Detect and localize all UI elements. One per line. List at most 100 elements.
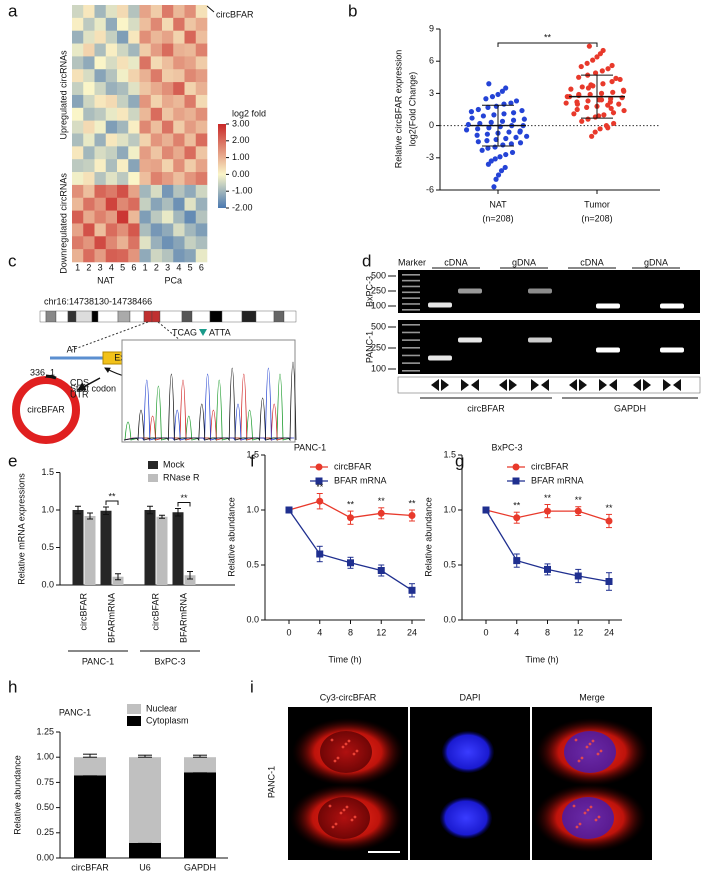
- heat-cell: [94, 17, 107, 31]
- x-tick-label: circBFAR: [71, 862, 109, 872]
- point: [600, 81, 606, 87]
- y-tick-label: 0.50: [36, 802, 54, 812]
- ladder-band: [402, 331, 420, 334]
- point: [510, 117, 517, 123]
- legend-label: Mock: [163, 459, 185, 469]
- point: [587, 91, 593, 98]
- size-marker: 250: [371, 342, 386, 352]
- row-label: PANC-1: [364, 331, 374, 363]
- heat-cell: [83, 30, 95, 44]
- lane-header: gDNA: [644, 257, 668, 267]
- heat-cell: [184, 107, 197, 121]
- significance-bracket: [497, 42, 598, 47]
- heat-cell: [195, 120, 208, 134]
- point: [544, 565, 551, 573]
- heat-cell: [105, 43, 118, 57]
- x-tick-label: GAPDH: [184, 862, 216, 872]
- heat-cell: [195, 30, 208, 44]
- sd-bar: [581, 74, 613, 119]
- speckle: [355, 749, 359, 753]
- heat-cell: [72, 172, 84, 186]
- heat-cell: [195, 236, 208, 250]
- speckle: [580, 756, 584, 760]
- heat-cell: [173, 94, 185, 109]
- y-tick-label: 1.5: [41, 467, 54, 477]
- heat-cell: [83, 120, 95, 134]
- heat-cell: [173, 56, 185, 70]
- band: [458, 337, 482, 343]
- y-label: Relative abundance: [226, 497, 236, 577]
- heat-cell: [105, 184, 118, 199]
- ideogram-band: [191, 310, 211, 323]
- heat-cell: [173, 82, 185, 96]
- point: [609, 62, 615, 69]
- point: [377, 567, 385, 574]
- heat-cell: [117, 69, 129, 83]
- significance-bracket: [177, 502, 191, 507]
- chart-title: PANC-1: [294, 442, 326, 452]
- panel-label: f: [250, 451, 255, 470]
- y-tick-label: 6: [429, 56, 434, 66]
- heat-cell: [195, 172, 208, 186]
- heat-cell: [173, 197, 185, 211]
- point: [521, 116, 527, 122]
- bar-segment: [129, 757, 161, 843]
- heat-cell: [139, 249, 152, 263]
- point: [578, 63, 584, 70]
- heat-cell: [150, 249, 163, 263]
- speckle: [583, 811, 587, 815]
- heat-cell: [105, 146, 118, 160]
- point: [609, 78, 615, 85]
- point: [576, 74, 582, 80]
- circ-segment: [45, 374, 57, 380]
- point: [510, 110, 517, 116]
- heat-cell: [150, 107, 163, 121]
- heat-cell: [83, 17, 95, 31]
- ladder-band: [402, 279, 420, 282]
- size-marker: 500: [371, 270, 386, 280]
- heat-cell: [117, 249, 129, 263]
- y-tick-label: 0.5: [443, 559, 456, 569]
- point: [599, 68, 605, 74]
- ladder-band: [402, 291, 420, 294]
- point: [503, 85, 509, 91]
- bar: [156, 516, 168, 585]
- error-bar: [175, 508, 181, 517]
- heat-cell: [184, 5, 197, 19]
- heat-cell: [173, 223, 185, 237]
- heat-cell: [72, 223, 84, 237]
- point: [590, 57, 596, 63]
- point: [592, 70, 599, 76]
- heat-cell: [150, 223, 163, 237]
- heat-cell: [128, 184, 140, 199]
- point: [491, 112, 497, 118]
- heat-cell: [117, 210, 129, 224]
- ladder-band: [402, 297, 420, 299]
- colorbar: [218, 124, 226, 208]
- heat-cell: [128, 172, 140, 186]
- point: [610, 110, 617, 116]
- bar: [172, 512, 184, 585]
- lane-header: cDNA: [444, 257, 468, 267]
- heat-cell: [173, 5, 185, 19]
- colorbar-tick-label: 1.00: [232, 152, 250, 162]
- point: [544, 507, 551, 515]
- legend-swatch: [148, 461, 158, 469]
- ladder-band: [402, 339, 420, 341]
- error-bar: [115, 573, 121, 581]
- heat-cell: [150, 210, 163, 224]
- bar-segment: [184, 772, 216, 858]
- annotation-line: [206, 5, 215, 13]
- point: [617, 76, 623, 83]
- y-tick-label: 0.0: [246, 614, 259, 624]
- row-label: PANC-1: [266, 766, 276, 798]
- ideogram-band: [241, 310, 257, 323]
- point: [489, 94, 496, 100]
- point: [574, 106, 580, 113]
- chromatogram-trace: [123, 367, 295, 442]
- heat-cell: [195, 133, 208, 147]
- column-label: 3: [98, 262, 103, 272]
- point: [493, 136, 499, 143]
